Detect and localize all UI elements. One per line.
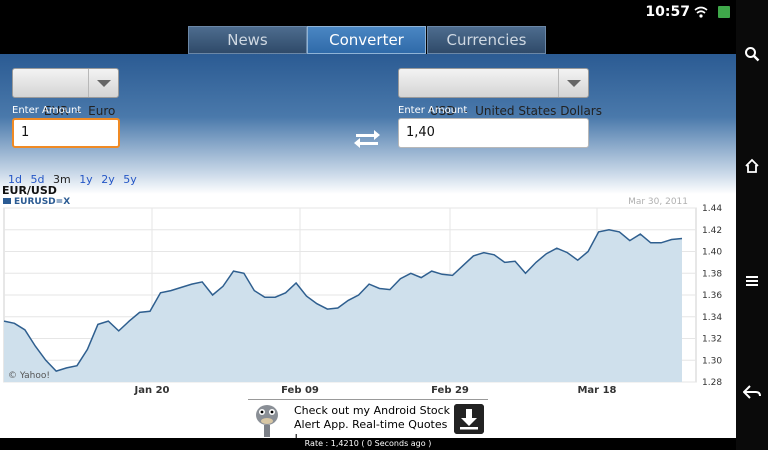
tab-converter[interactable]: Converter xyxy=(307,26,426,54)
y-tick-label: 1.36 xyxy=(702,291,722,301)
y-tick-label: 1.38 xyxy=(702,269,722,279)
series-area xyxy=(4,229,682,382)
period-selector: 1d 5d 3m 1y 2y 5y xyxy=(8,173,142,186)
x-tick-label: Jan 20 xyxy=(134,385,170,396)
from-amount-label: Enter Amount xyxy=(12,105,82,116)
y-tick-label: 1.34 xyxy=(702,313,722,323)
system-bar xyxy=(736,0,768,450)
period-3m[interactable]: 3m xyxy=(52,173,71,186)
period-1d[interactable]: 1d xyxy=(8,173,22,186)
to-amount-label: Enter Amount xyxy=(398,105,468,116)
to-currency-select[interactable]: USD - United States Dollars xyxy=(398,68,602,118)
series-line xyxy=(3,229,683,372)
ad-box[interactable]: Check out my Android Stock Alert App. Re… xyxy=(248,399,488,445)
chart-title: EUR/USD xyxy=(2,184,57,197)
from-currency-value: EUR - Euro xyxy=(43,104,116,118)
home-icon[interactable] xyxy=(736,146,768,186)
wifi-icon xyxy=(694,6,708,18)
y-tick-label: 1.28 xyxy=(702,378,722,388)
from-amount-input[interactable]: 1 xyxy=(12,118,120,148)
converter-panel: EUR - Euro Enter Amount 1 USD - United S… xyxy=(0,54,736,194)
tab-news[interactable]: News xyxy=(188,26,307,54)
tab-bar: News Converter Currencies xyxy=(0,24,736,54)
menu-icon[interactable] xyxy=(736,261,768,301)
period-1y[interactable]: 1y xyxy=(79,173,93,186)
series-swatch xyxy=(3,198,11,204)
from-currency-select[interactable]: EUR - Euro xyxy=(12,68,119,118)
back-icon[interactable] xyxy=(736,372,768,412)
period-2y[interactable]: 2y xyxy=(101,173,115,186)
x-tick-label: Feb 29 xyxy=(431,385,469,396)
y-tick-label: 1.32 xyxy=(702,335,722,345)
y-tick-label: 1.42 xyxy=(702,226,722,236)
tab-currencies[interactable]: Currencies xyxy=(427,26,546,54)
battery-icon xyxy=(718,6,730,18)
period-5y[interactable]: 5y xyxy=(123,173,137,186)
search-icon[interactable] xyxy=(736,34,768,74)
y-tick-label: 1.40 xyxy=(702,248,722,258)
x-tick-label: Feb 09 xyxy=(281,385,319,396)
ad-text: Check out my Android Stock Alert App. Re… xyxy=(294,404,451,445)
period-5d[interactable]: 5d xyxy=(30,173,45,186)
y-tick-label: 1.44 xyxy=(702,204,722,214)
series-label: EURUSD=X xyxy=(14,197,70,207)
download-icon[interactable] xyxy=(454,404,484,434)
yahoo-watermark: © Yahoo! xyxy=(8,371,50,381)
status-bar: 10:57 xyxy=(0,0,736,24)
swap-icon[interactable] xyxy=(352,124,382,152)
y-tick-label: 1.30 xyxy=(702,356,722,366)
rate-status: Rate : 1,4210 ( 0 Seconds ago ) xyxy=(0,438,736,450)
ad-banner[interactable]: Check out my Android Stock Alert App. Re… xyxy=(0,396,736,445)
chevron-down-icon xyxy=(88,69,118,97)
chart-date: Mar 30, 2011 xyxy=(628,197,688,207)
x-tick-label: Mar 18 xyxy=(577,385,616,396)
clock: 10:57 xyxy=(645,4,690,20)
chevron-down-icon xyxy=(558,69,588,97)
to-currency-value: USD - United States Dollars xyxy=(429,104,602,118)
app: News Converter Currencies EUR - Euro Ent… xyxy=(0,24,736,450)
ostrich-icon xyxy=(256,405,278,437)
to-amount-input[interactable]: 1,40 xyxy=(398,118,589,148)
